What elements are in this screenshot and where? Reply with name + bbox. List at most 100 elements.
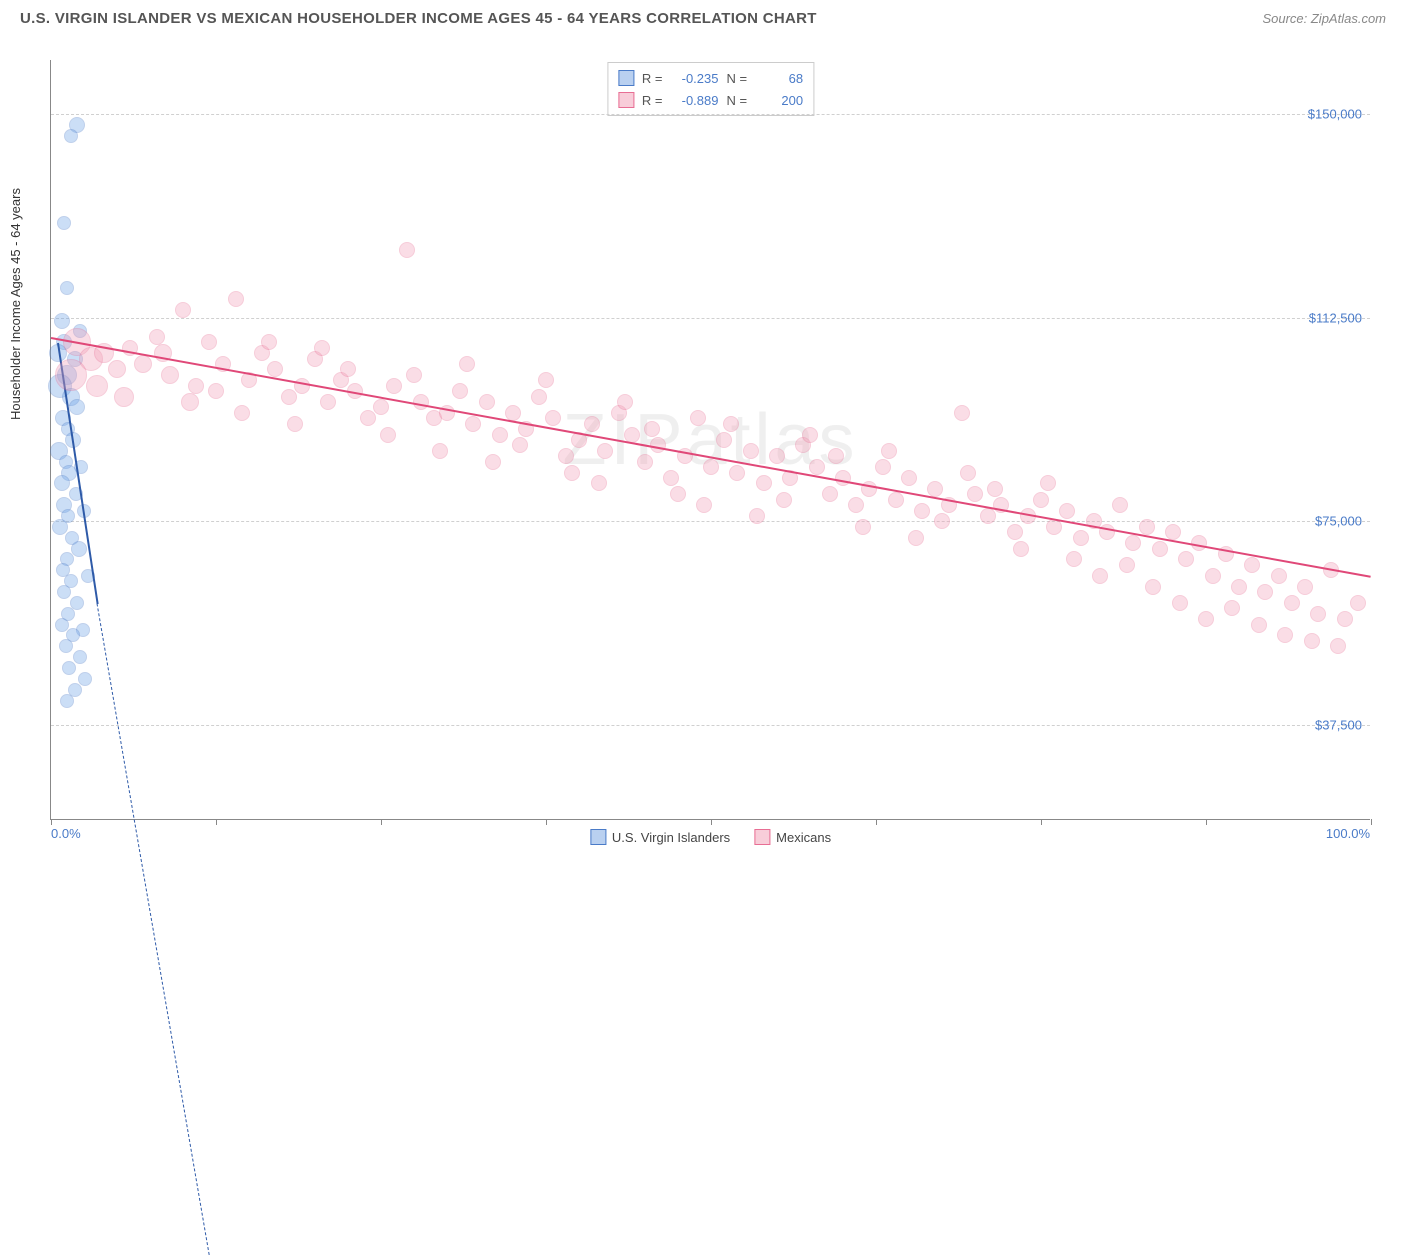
scatter-point — [314, 340, 330, 356]
scatter-point — [201, 334, 217, 350]
scatter-point — [373, 399, 389, 415]
y-tick-label: $37,500 — [1315, 718, 1362, 733]
y-axis-label: Householder Income Ages 45 - 64 years — [8, 188, 23, 420]
scatter-point — [716, 432, 732, 448]
scatter-point — [1165, 524, 1181, 540]
stat-n-label: N = — [727, 71, 748, 86]
scatter-point — [1224, 600, 1240, 616]
scatter-point — [644, 421, 660, 437]
scatter-point — [954, 405, 970, 421]
legend-item: Mexicans — [754, 829, 831, 845]
scatter-point — [188, 378, 204, 394]
y-tick-label: $75,000 — [1315, 514, 1362, 529]
scatter-point — [670, 486, 686, 502]
scatter-point — [934, 513, 950, 529]
scatter-point — [1152, 541, 1168, 557]
scatter-point — [1304, 633, 1320, 649]
scatter-point — [485, 454, 501, 470]
x-tick — [876, 819, 877, 825]
scatter-point — [181, 393, 199, 411]
scatter-point — [1073, 530, 1089, 546]
scatter-point — [769, 448, 785, 464]
gridline — [51, 725, 1370, 726]
legend-label: U.S. Virgin Islanders — [612, 830, 730, 845]
scatter-point — [1244, 557, 1260, 573]
scatter-point — [1350, 595, 1366, 611]
scatter-point — [1337, 611, 1353, 627]
x-tick — [51, 819, 52, 825]
scatter-point — [459, 356, 475, 372]
scatter-point — [531, 389, 547, 405]
stat-r-value: -0.889 — [671, 93, 719, 108]
scatter-point — [828, 448, 844, 464]
legend-swatch — [618, 92, 634, 108]
scatter-point — [175, 302, 191, 318]
scatter-point — [967, 486, 983, 502]
scatter-point — [1257, 584, 1273, 600]
scatter-point — [149, 329, 165, 345]
scatter-point — [1040, 475, 1056, 491]
scatter-point — [927, 481, 943, 497]
scatter-point — [597, 443, 613, 459]
scatter-point — [69, 399, 85, 415]
scatter-point — [802, 427, 818, 443]
scatter-point — [875, 459, 891, 475]
scatter-point — [1330, 638, 1346, 654]
scatter-point — [86, 375, 108, 397]
scatter-point — [479, 394, 495, 410]
scatter-point — [294, 378, 310, 394]
scatter-point — [320, 394, 336, 410]
stat-r-value: -0.235 — [671, 71, 719, 86]
scatter-point — [690, 410, 706, 426]
legend-swatch — [590, 829, 606, 845]
scatter-point — [617, 394, 633, 410]
scatter-point — [960, 465, 976, 481]
scatter-point — [888, 492, 904, 508]
scatter-point — [848, 497, 864, 513]
x-tick — [711, 819, 712, 825]
scatter-point — [465, 416, 481, 432]
bottom-legend: U.S. Virgin Islanders Mexicans — [590, 829, 831, 845]
scatter-point — [822, 486, 838, 502]
x-tick — [546, 819, 547, 825]
scatter-point — [1059, 503, 1075, 519]
scatter-point — [809, 459, 825, 475]
scatter-point — [1033, 492, 1049, 508]
scatter-point — [73, 650, 87, 664]
legend-swatch — [754, 829, 770, 845]
scatter-point — [855, 519, 871, 535]
legend-label: Mexicans — [776, 830, 831, 845]
chart-title: U.S. VIRGIN ISLANDER VS MEXICAN HOUSEHOL… — [20, 10, 817, 27]
scatter-point — [62, 661, 76, 675]
stats-row: R =-0.235N =68 — [618, 67, 803, 89]
gridline — [51, 318, 1370, 319]
scatter-point — [1251, 617, 1267, 633]
scatter-point — [1066, 551, 1082, 567]
scatter-point — [980, 508, 996, 524]
scatter-point — [406, 367, 422, 383]
scatter-point — [399, 242, 415, 258]
scatter-point — [584, 416, 600, 432]
scatter-point — [228, 291, 244, 307]
scatter-point — [1007, 524, 1023, 540]
scatter-point — [1119, 557, 1135, 573]
stat-n-value: 68 — [755, 71, 803, 86]
scatter-point — [835, 470, 851, 486]
scatter-point — [1112, 497, 1128, 513]
x-tick — [1041, 819, 1042, 825]
gridline — [51, 114, 1370, 115]
scatter-point — [386, 378, 402, 394]
source-label: Source: ZipAtlas.com — [1262, 11, 1386, 26]
scatter-point — [64, 129, 78, 143]
gridline — [51, 521, 1370, 522]
x-right-label: 100.0% — [1326, 826, 1370, 841]
scatter-point — [729, 465, 745, 481]
scatter-point — [208, 383, 224, 399]
scatter-point — [591, 475, 607, 491]
scatter-point — [723, 416, 739, 432]
scatter-point — [287, 416, 303, 432]
scatter-point — [749, 508, 765, 524]
scatter-point — [360, 410, 376, 426]
x-tick — [381, 819, 382, 825]
stat-n-value: 200 — [755, 93, 803, 108]
